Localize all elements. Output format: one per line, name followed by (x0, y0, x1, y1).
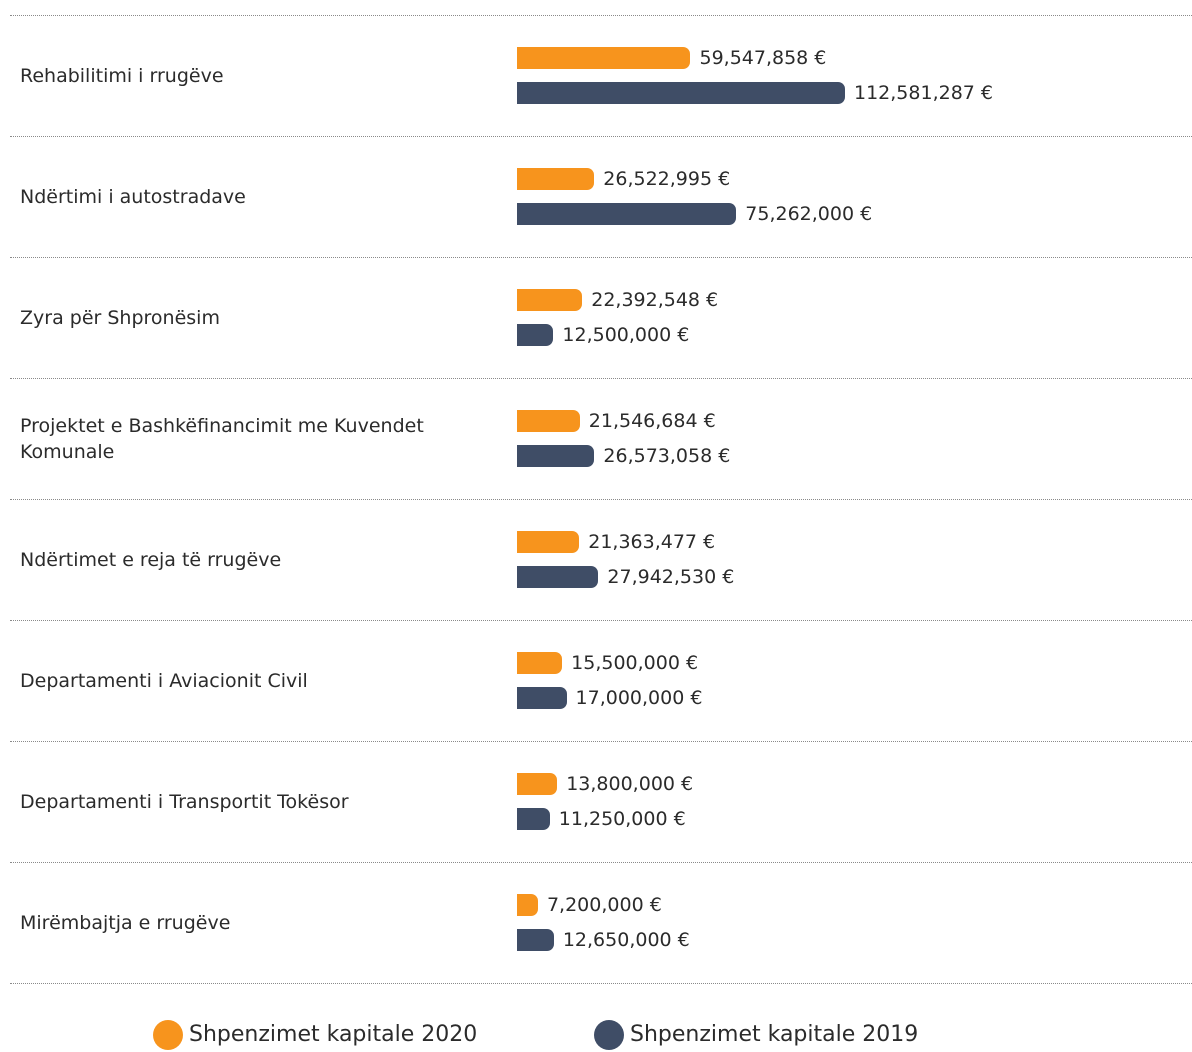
row-separator (10, 862, 1192, 863)
value-label: 21,546,684 € (588, 410, 716, 432)
legend-swatch (594, 1020, 624, 1050)
value-label: 15,500,000 € (571, 652, 699, 674)
bar (517, 324, 554, 346)
legend-swatch (153, 1020, 183, 1050)
bar (517, 566, 599, 588)
bar (517, 203, 737, 225)
row-separator (10, 741, 1192, 742)
bar (517, 531, 580, 553)
legend-label: Shpenzimet kapitale 2019 (630, 1022, 919, 1047)
row-separator (10, 620, 1192, 621)
value-label: 12,500,000 € (562, 324, 690, 346)
bar (517, 47, 691, 69)
value-label: 26,522,995 € (603, 168, 731, 190)
category-label: Projektet e Bashkëfinancimit me Kuvendet… (20, 414, 424, 463)
legend-label: Shpenzimet kapitale 2020 (189, 1022, 478, 1047)
value-label: 7,200,000 € (546, 894, 662, 916)
value-label: 22,392,548 € (591, 289, 719, 311)
value-label: 112,581,287 € (854, 82, 994, 104)
value-label: 13,800,000 € (566, 773, 694, 795)
category-label: Mirëmbajtja e rrugëve (20, 911, 231, 934)
value-label: 11,250,000 € (558, 808, 686, 830)
row-separator (10, 136, 1192, 137)
category-label: Ndërtimi i autostradave (20, 185, 246, 208)
value-label: 21,363,477 € (588, 531, 716, 553)
row-separator (10, 499, 1192, 500)
category-label: Departamenti i Aviacionit Civil (20, 669, 308, 692)
bar (517, 168, 595, 190)
bar (517, 894, 538, 916)
bar (517, 687, 567, 709)
value-label: 12,650,000 € (562, 929, 690, 951)
value-label: 26,573,058 € (603, 445, 731, 467)
value-label: 75,262,000 € (745, 203, 873, 225)
bar (517, 410, 580, 432)
bar (517, 652, 563, 674)
category-label: Zyra për Shpronësim (20, 306, 220, 329)
value-label: 17,000,000 € (575, 687, 703, 709)
bar (517, 82, 845, 104)
bar (517, 289, 583, 311)
category-label: Departamenti i Transportit Tokësor (20, 790, 349, 813)
bar (517, 445, 595, 467)
row-separator (10, 15, 1192, 16)
bar (517, 808, 550, 830)
category-label: Ndërtimet e reja të rrugëve (20, 548, 282, 571)
category-label: Rehabilitimi i rrugëve (20, 64, 224, 87)
bar (517, 929, 554, 951)
bar (517, 773, 558, 795)
row-separator (10, 983, 1192, 984)
value-label: 27,942,530 € (607, 566, 735, 588)
row-separator (10, 257, 1192, 258)
row-separator (10, 378, 1192, 379)
value-label: 59,547,858 € (699, 47, 827, 69)
